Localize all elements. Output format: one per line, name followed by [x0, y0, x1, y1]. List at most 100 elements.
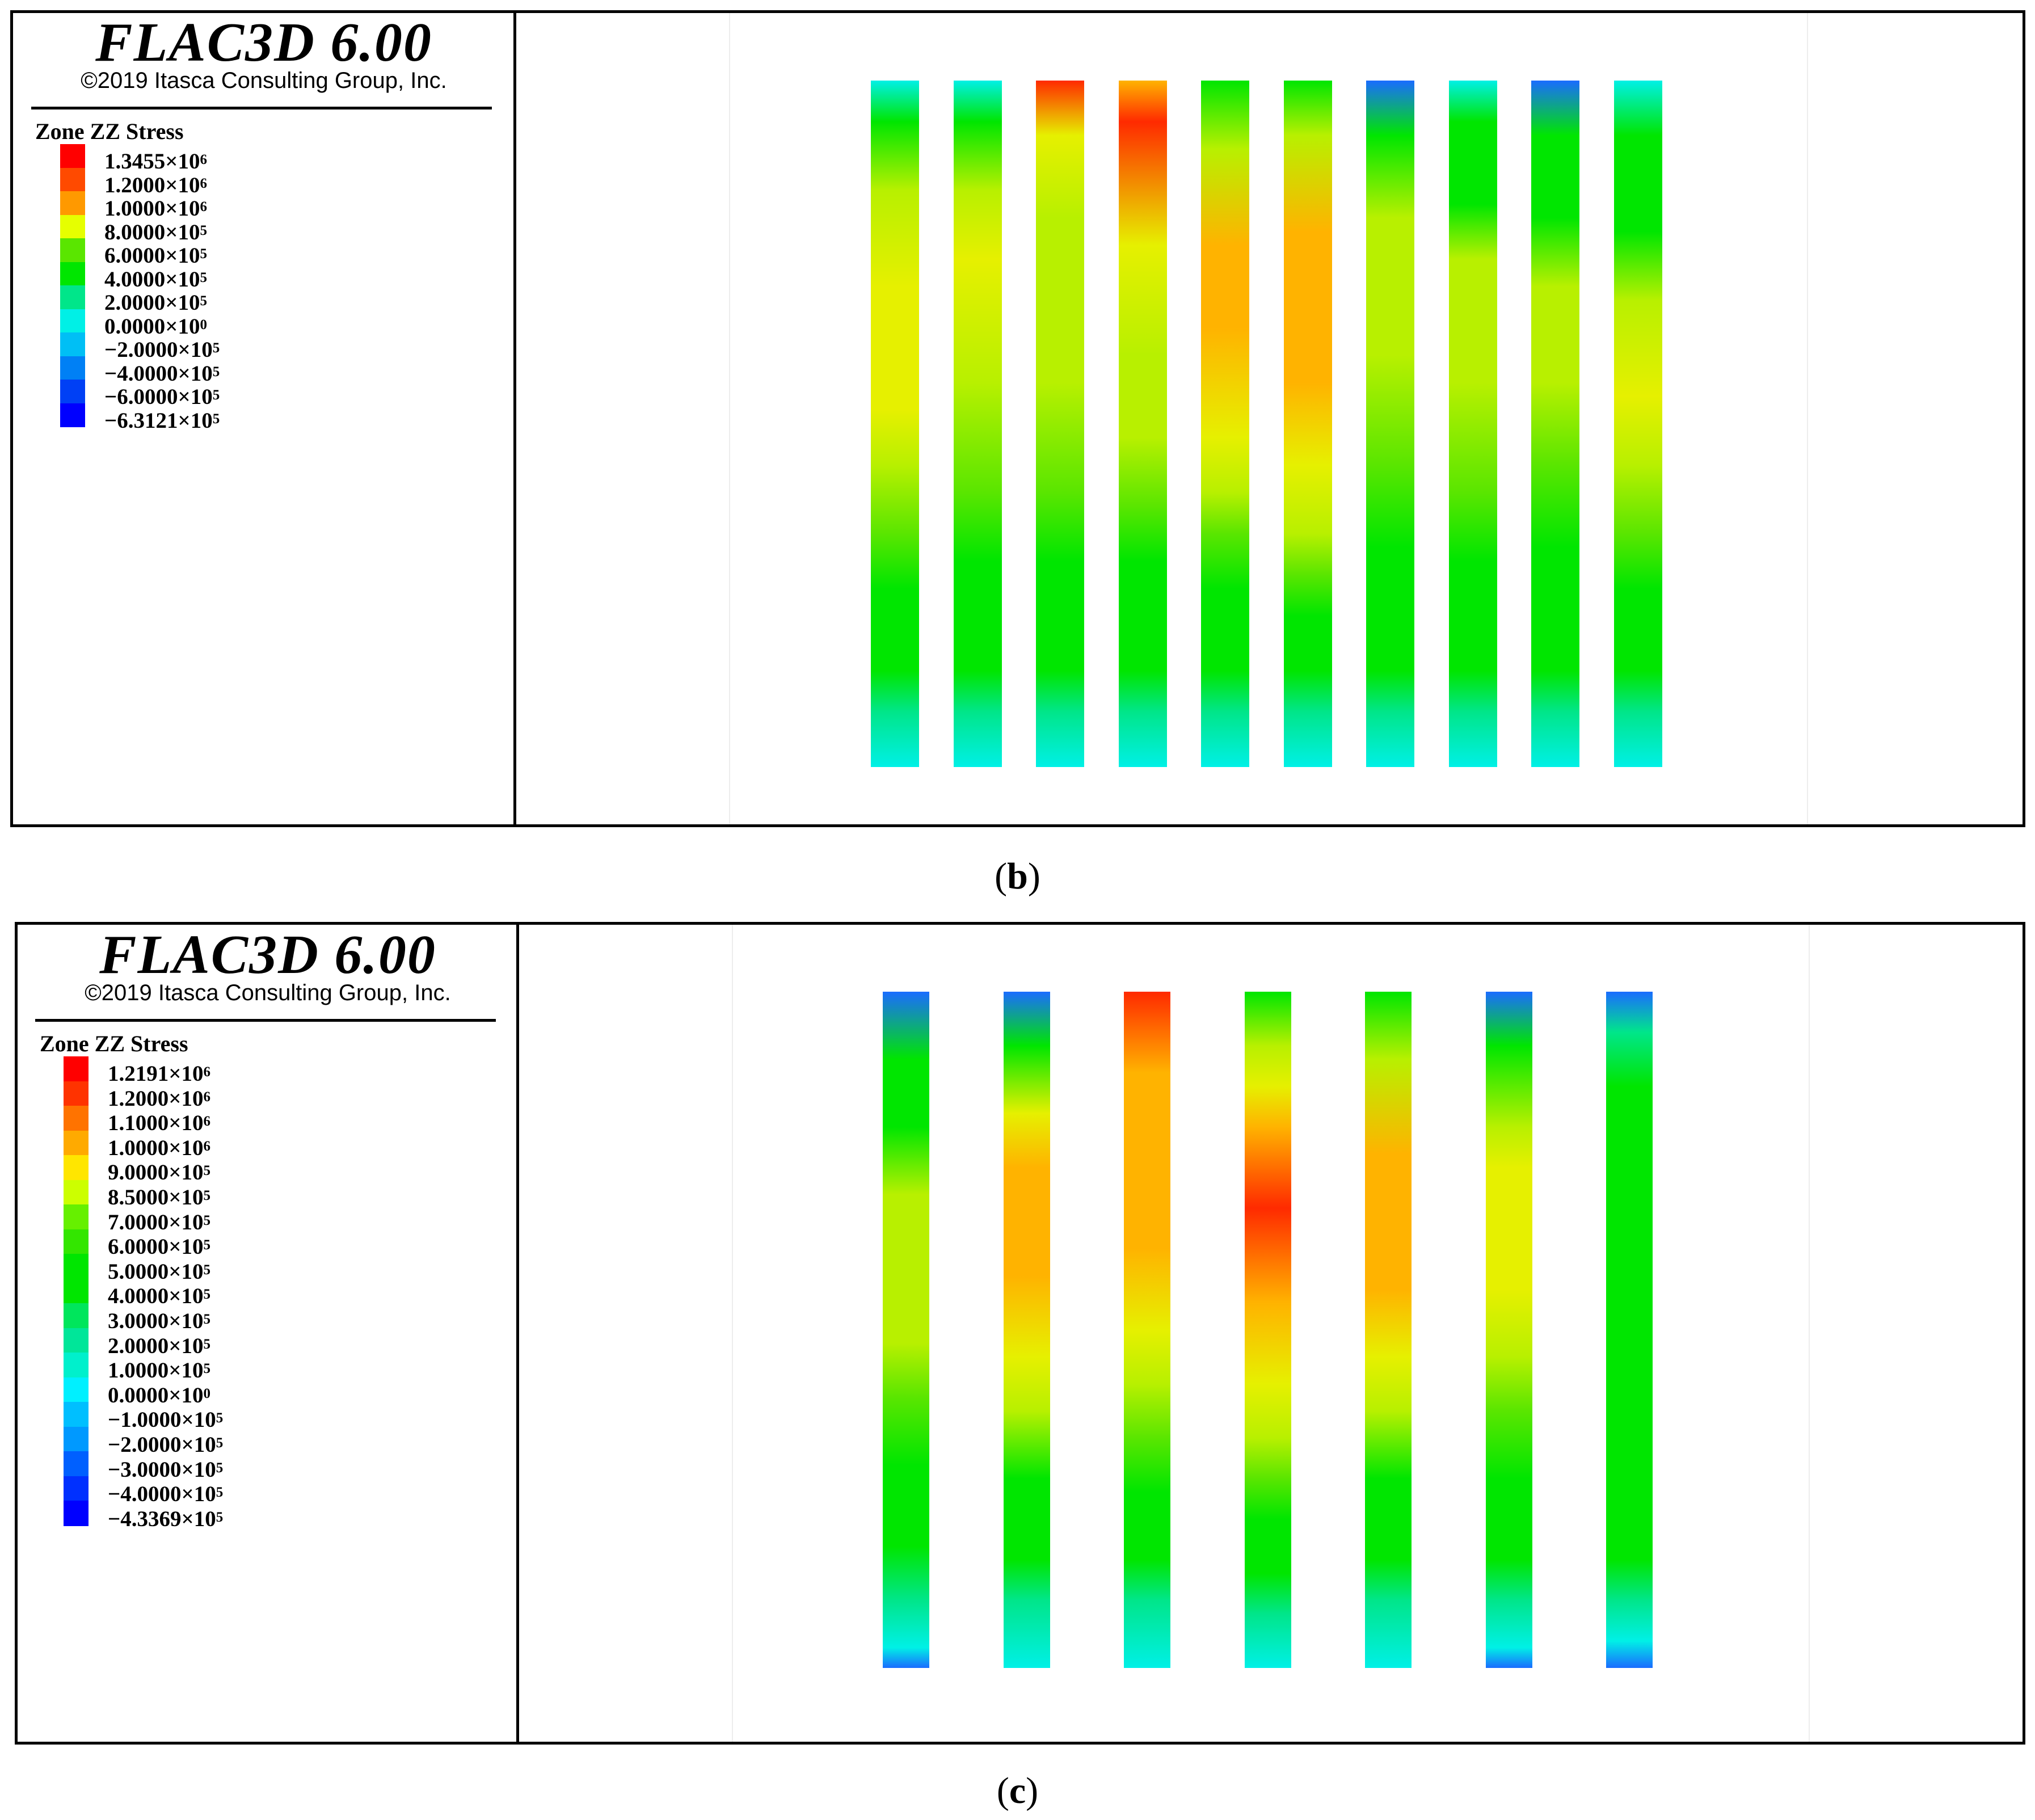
legend-swatch — [64, 1303, 89, 1329]
legend-label-exponent: 5 — [203, 1188, 210, 1203]
legend-label-times: ×10 — [165, 267, 200, 292]
legend-label-exponent: 6 — [200, 199, 207, 214]
legend-label-mantissa: −4.3369 — [108, 1506, 182, 1531]
legend-swatch — [60, 309, 85, 334]
legend-label-times: ×10 — [168, 1259, 204, 1284]
stress-pillar — [953, 81, 1002, 767]
panel-b-caption: (b) — [995, 856, 1040, 897]
legend-label: −6.0000×105 — [104, 385, 220, 408]
legend-label-exponent: 5 — [203, 1287, 210, 1303]
legend-label-times: ×10 — [178, 361, 213, 386]
legend-label-exponent: 0 — [203, 1385, 210, 1401]
legend-swatch — [60, 238, 85, 263]
legend-label-times: ×10 — [168, 1086, 204, 1111]
legend-label: −3.0000×105 — [108, 1458, 223, 1481]
legend-label-mantissa: −3.0000 — [108, 1457, 182, 1482]
legend-label-mantissa: 1.2191 — [108, 1061, 169, 1086]
legend-swatch — [64, 1204, 89, 1230]
legend-label-times: ×10 — [168, 1309, 204, 1333]
legend-label-times: ×10 — [168, 1185, 204, 1210]
legend-label-times: ×10 — [165, 196, 200, 221]
panel-c-copyright: ©2019 Itasca Consulting Group, Inc. — [85, 980, 451, 1005]
legend-label-mantissa: −4.0000 — [108, 1482, 182, 1507]
legend-label: 3.0000×105 — [108, 1309, 210, 1333]
legend-label-mantissa: −2.0000 — [104, 338, 178, 362]
legend-label: −1.0000×105 — [108, 1408, 223, 1431]
legend-label: 7.0000×105 — [108, 1211, 210, 1234]
legend-swatch — [64, 1155, 89, 1181]
panel-c-guide-right — [1809, 925, 1810, 1742]
legend-label-times: ×10 — [168, 1135, 204, 1160]
legend-label: 2.0000×105 — [104, 291, 207, 314]
legend-label-mantissa: 0.0000 — [104, 314, 166, 339]
legend-label-exponent: 5 — [212, 411, 220, 427]
legend-label-mantissa: −6.3121 — [104, 408, 178, 433]
panel-b-contour-plot — [871, 81, 1662, 767]
panel-c-guide-left — [732, 925, 733, 1742]
legend-swatch — [60, 332, 85, 357]
legend-swatch — [64, 1501, 89, 1526]
legend-label-mantissa: 1.0000 — [108, 1358, 169, 1383]
legend-label-exponent: 6 — [203, 1114, 210, 1130]
legend-swatch — [64, 1353, 89, 1378]
legend-label-times: ×10 — [168, 1235, 204, 1259]
legend-label-times: ×10 — [181, 1408, 216, 1433]
legend-label: 9.0000×105 — [108, 1161, 210, 1184]
legend-label-exponent: 0 — [200, 317, 207, 332]
legend-swatch — [64, 1254, 89, 1279]
stress-pillar — [1036, 81, 1084, 767]
legend-swatch — [60, 380, 85, 404]
legend-label-exponent: 5 — [212, 364, 220, 380]
legend-label-exponent: 5 — [200, 293, 207, 309]
legend-swatch — [64, 1081, 89, 1107]
stress-pillar — [1485, 992, 1532, 1668]
legend-swatch — [64, 1377, 89, 1403]
legend-label-exponent: 5 — [200, 269, 207, 285]
panel-b-copyright: ©2019 Itasca Consulting Group, Inc. — [81, 68, 447, 93]
stress-pillar — [1124, 992, 1170, 1668]
legend-label: 1.2000×106 — [108, 1087, 210, 1110]
legend-label: 8.0000×105 — [104, 221, 207, 244]
stress-pillar — [1366, 81, 1414, 767]
legend-label-mantissa: 8.5000 — [108, 1185, 169, 1210]
legend-label-times: ×10 — [165, 149, 200, 174]
legend-swatch — [60, 285, 85, 310]
legend-label-exponent: 5 — [203, 1163, 210, 1179]
legend-label-mantissa: 2.0000 — [104, 290, 166, 315]
legend-label: 1.0000×106 — [104, 197, 207, 220]
panel-c-caption: (c) — [996, 1770, 1039, 1811]
legend-label-exponent: 5 — [203, 1262, 210, 1278]
stress-pillar — [1201, 81, 1249, 767]
legend-label-mantissa: 3.0000 — [108, 1309, 169, 1333]
legend-label-mantissa: 1.2000 — [108, 1086, 169, 1111]
legend-label: −2.0000×105 — [104, 338, 220, 361]
legend-label-exponent: 5 — [216, 1460, 224, 1476]
legend-label-mantissa: 1.0000 — [108, 1135, 169, 1160]
legend-label: 8.5000×105 — [108, 1186, 210, 1209]
legend-label-exponent: 5 — [203, 1212, 210, 1228]
legend-label: 6.0000×105 — [108, 1235, 210, 1258]
stress-pillar — [871, 81, 919, 767]
panel-c-legend-rule — [35, 1019, 496, 1022]
legend-label-times: ×10 — [181, 1433, 216, 1457]
legend-swatch — [64, 1451, 89, 1477]
legend-swatch — [60, 214, 85, 239]
legend-swatch — [60, 167, 85, 192]
legend-swatch — [64, 1179, 89, 1206]
legend-swatch — [64, 1278, 89, 1304]
legend-label-mantissa: 4.0000 — [108, 1284, 169, 1309]
panel-b-legend-rule — [31, 107, 492, 109]
legend-label-times: ×10 — [165, 290, 200, 315]
legend-label-exponent: 5 — [216, 1509, 224, 1525]
legend-label: 0.0000×100 — [104, 315, 207, 338]
panel-b-caption-letter: b — [1007, 856, 1028, 897]
legend-label-exponent: 5 — [212, 387, 220, 403]
legend-label-exponent: 5 — [216, 1435, 224, 1451]
legend-label-mantissa: 7.0000 — [108, 1210, 169, 1235]
legend-swatch — [60, 144, 85, 168]
legend-swatch — [60, 262, 85, 287]
legend-swatch — [60, 191, 85, 216]
stress-pillar — [1283, 81, 1332, 767]
stress-pillar — [883, 992, 929, 1668]
